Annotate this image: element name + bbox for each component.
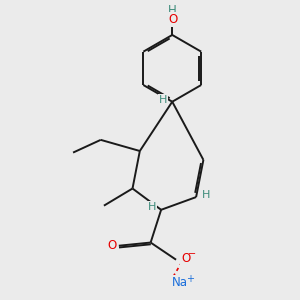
Text: +: + bbox=[186, 274, 194, 284]
Text: O: O bbox=[108, 239, 117, 252]
Text: H: H bbox=[158, 95, 167, 105]
Text: O: O bbox=[181, 252, 190, 265]
Text: Na: Na bbox=[172, 276, 188, 290]
Text: O: O bbox=[168, 13, 178, 26]
Text: −: − bbox=[188, 249, 196, 259]
Text: H: H bbox=[168, 4, 177, 17]
Text: H: H bbox=[201, 190, 210, 200]
Text: H: H bbox=[147, 202, 156, 212]
